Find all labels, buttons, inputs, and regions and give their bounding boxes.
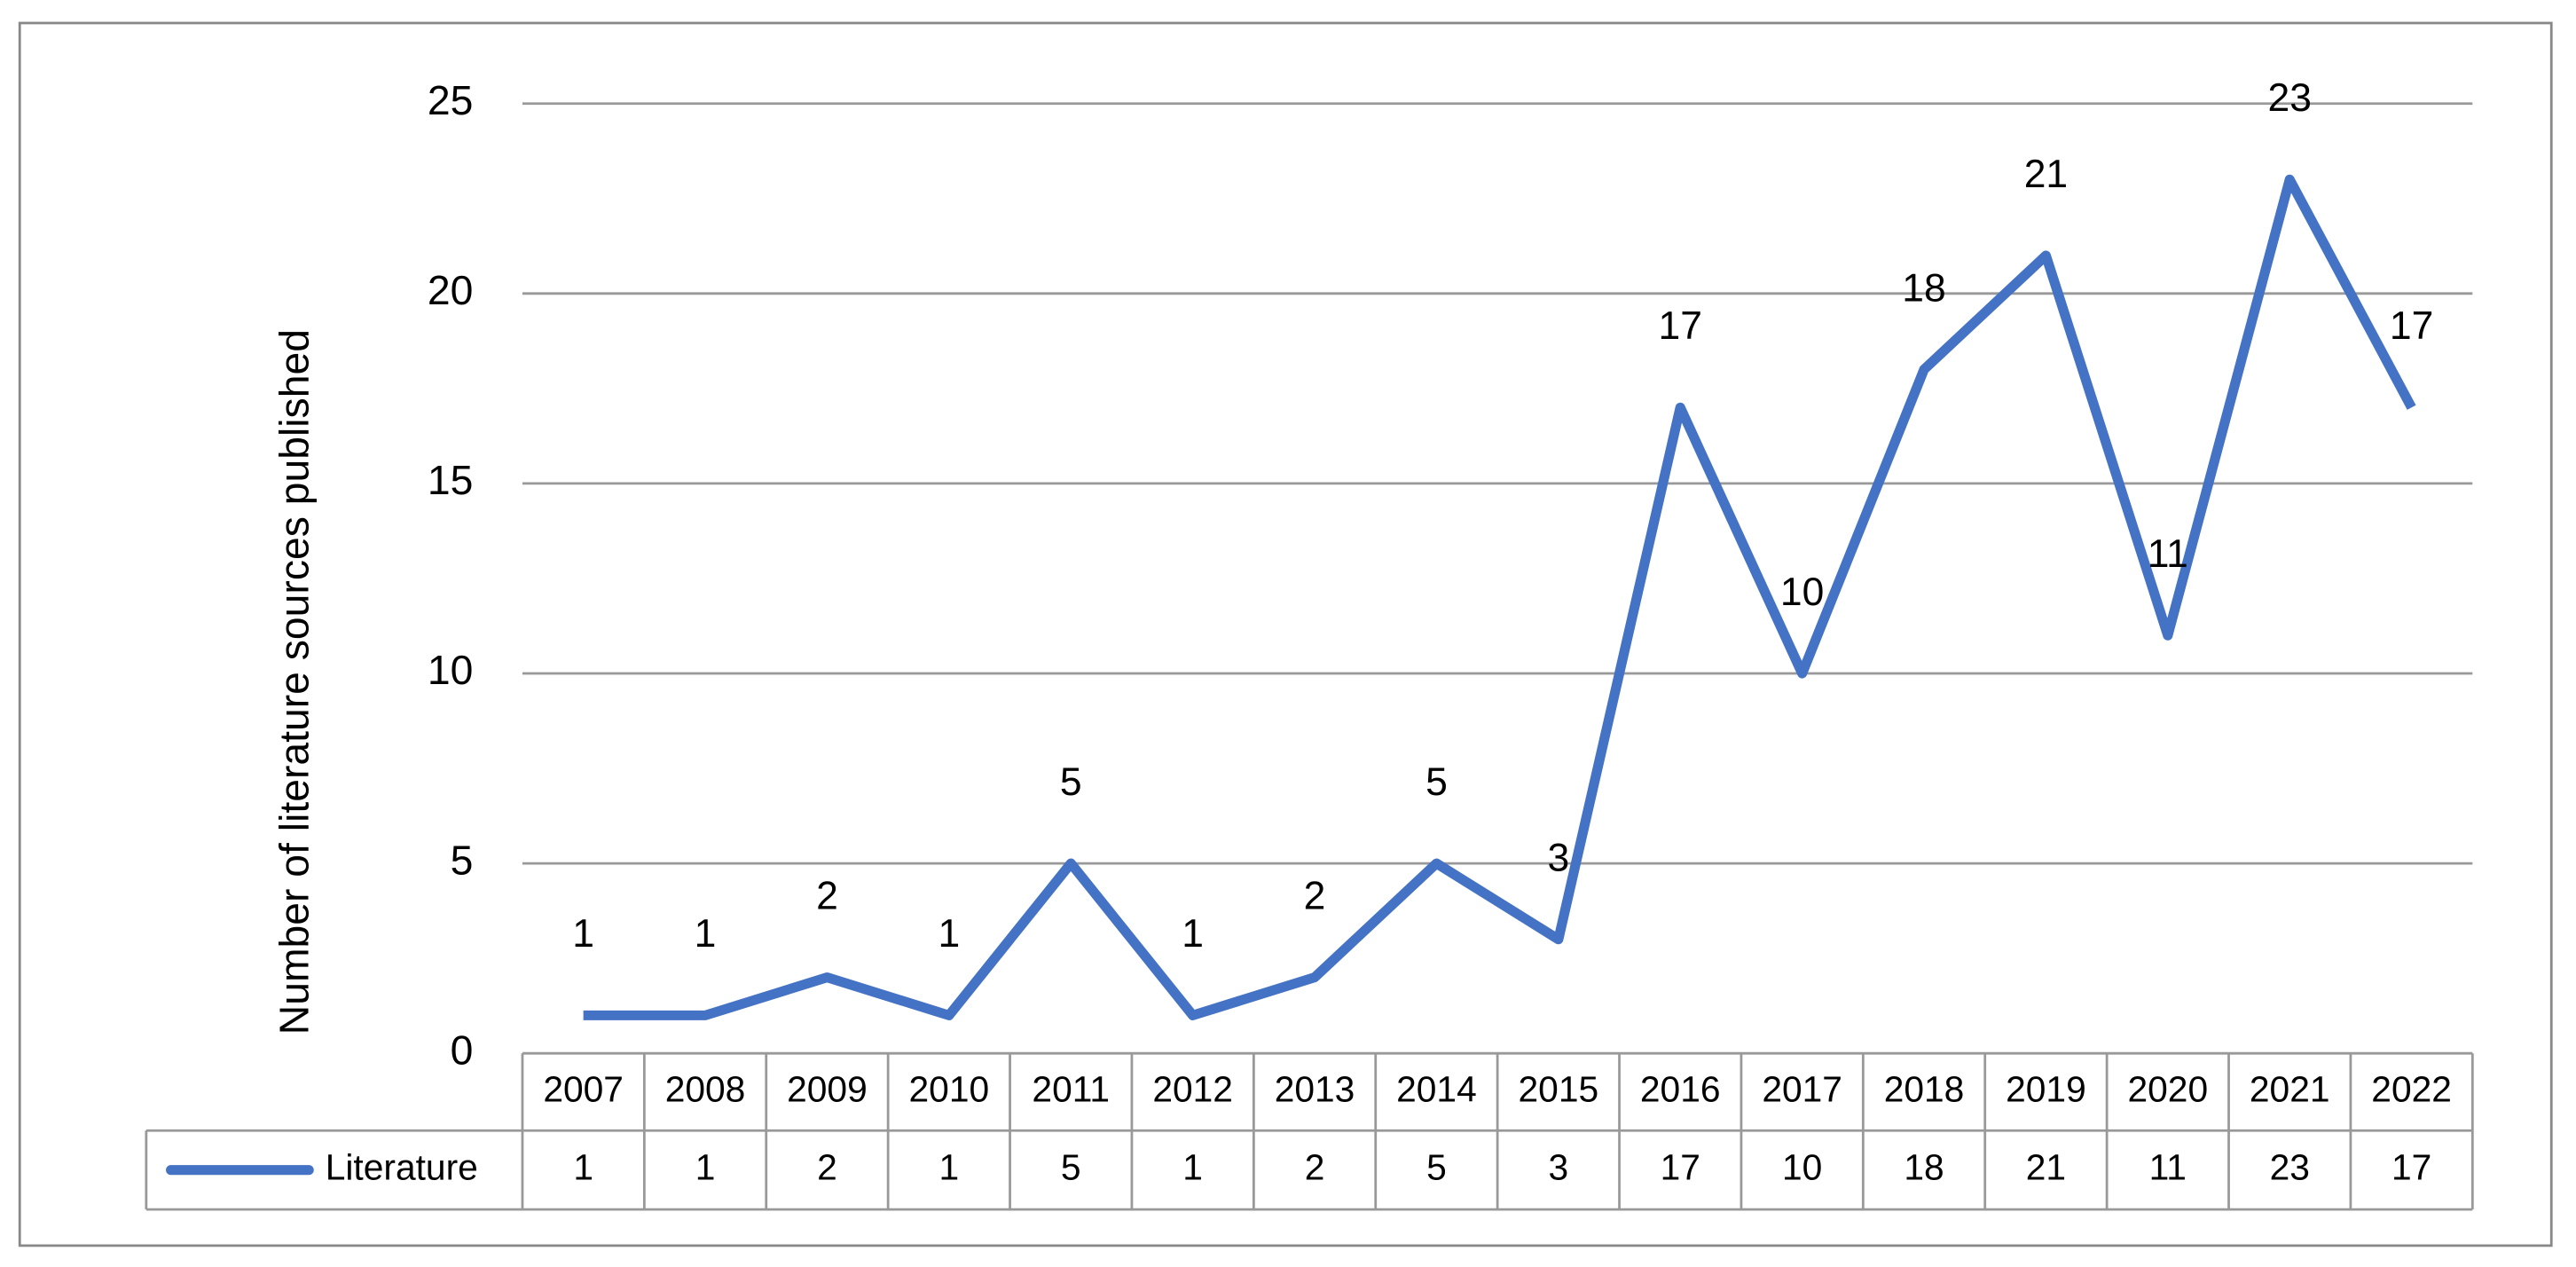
x-tick-label: 2011 [1032,1068,1110,1109]
x-tick-label: 2021 [2250,1068,2330,1109]
data-label: 11 [2148,532,2188,576]
table-value: 1 [695,1146,716,1187]
data-label: 2 [816,874,838,917]
x-tick-label: 2013 [1275,1068,1355,1109]
x-tick-label: 2008 [665,1068,746,1109]
data-label: 17 [2390,304,2433,348]
y-tick-label: 15 [428,457,474,503]
table-value: 17 [2391,1146,2431,1187]
data-label: 23 [2268,76,2312,120]
y-tick-label: 25 [428,77,474,123]
x-tick-label: 2010 [909,1068,990,1109]
data-label: 2 [1304,874,1326,917]
data-label: 1 [1182,912,1204,956]
data-label: 3 [1547,837,1569,880]
y-tick-label: 10 [428,647,474,693]
table-value: 2 [1305,1146,1325,1187]
table-value: 10 [1782,1146,1822,1187]
table-value: 17 [1661,1146,1700,1187]
data-label: 5 [1060,760,1082,804]
data-label: 17 [1659,304,1702,348]
data-label: 5 [1425,760,1448,804]
x-tick-label: 2012 [1152,1068,1233,1109]
x-tick-label: 2015 [1519,1068,1599,1109]
x-tick-label: 2007 [543,1068,624,1109]
table-value: 5 [1426,1146,1447,1187]
data-label: 18 [1902,266,1945,310]
data-label: 21 [2024,153,2068,196]
data-label: 10 [1780,571,1824,614]
table-value: 1 [939,1146,960,1187]
table-value: 1 [573,1146,593,1187]
x-tick-label: 2017 [1762,1068,1842,1109]
x-tick-label: 2016 [1640,1068,1721,1109]
y-tick-label: 20 [428,267,474,313]
x-tick-label: 2022 [2371,1068,2452,1109]
y-tick-label: 0 [451,1027,474,1073]
legend-label: Literature [326,1146,478,1187]
x-tick-label: 2019 [2006,1068,2086,1109]
table-value: 5 [1061,1146,1081,1187]
x-tick-label: 2014 [1396,1068,1477,1109]
x-tick-label: 2020 [2128,1068,2209,1109]
line-series [583,174,2416,1020]
data-label: 1 [938,912,960,956]
table-value: 3 [1549,1146,1569,1187]
table-value: 1 [1182,1146,1203,1187]
chart-border [18,21,2553,1247]
data-label: 1 [572,912,594,956]
table-value: 23 [2270,1146,2310,1187]
table-value: 2 [817,1146,837,1187]
x-tick-label: 2009 [787,1068,868,1109]
y-tick-label: 5 [451,837,474,883]
table-value: 21 [2026,1146,2066,1187]
table-value: 18 [1904,1146,1944,1187]
data-label: 1 [695,912,717,956]
y-axis-label: Number of literature sources published [271,329,317,1035]
x-tick-label: 2018 [1884,1068,1965,1109]
table-value: 11 [2149,1146,2187,1187]
